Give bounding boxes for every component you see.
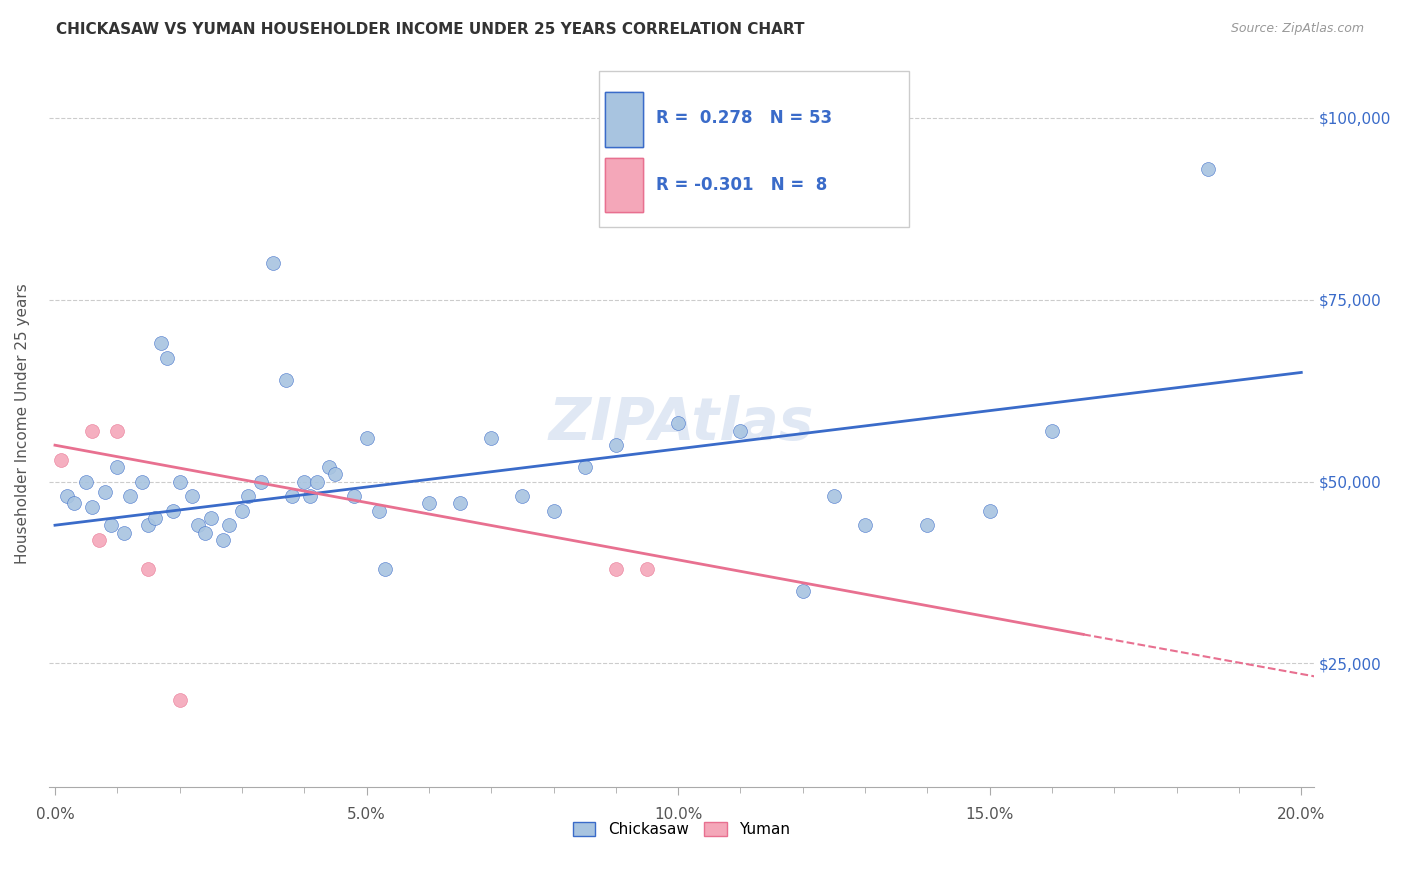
Point <box>343 489 366 503</box>
Point <box>149 336 172 351</box>
Point <box>512 489 534 503</box>
Point <box>666 417 689 431</box>
Point <box>792 583 814 598</box>
Point <box>730 424 752 438</box>
Point <box>162 504 184 518</box>
Point <box>212 533 235 547</box>
Point <box>281 489 304 503</box>
Point <box>368 504 391 518</box>
Point <box>325 467 347 482</box>
Point <box>112 525 135 540</box>
Point <box>374 562 396 576</box>
FancyBboxPatch shape <box>606 158 644 212</box>
Point <box>1197 161 1219 176</box>
Point <box>87 533 110 547</box>
Text: ZIPAtlas: ZIPAtlas <box>548 395 814 452</box>
Point <box>605 562 627 576</box>
Point <box>169 475 191 489</box>
Point <box>51 452 73 467</box>
Point <box>299 489 322 503</box>
Point <box>418 496 440 510</box>
Point <box>1040 424 1063 438</box>
Point <box>62 496 84 510</box>
Point <box>156 351 179 365</box>
Point <box>181 489 204 503</box>
FancyBboxPatch shape <box>606 158 644 212</box>
Point <box>131 475 153 489</box>
Point <box>218 518 240 533</box>
Text: R = -0.301   N =  8: R = -0.301 N = 8 <box>657 177 827 194</box>
Point <box>543 504 565 518</box>
FancyBboxPatch shape <box>606 93 644 147</box>
Y-axis label: Householder Income Under 25 years: Householder Income Under 25 years <box>15 283 30 564</box>
Point <box>138 562 160 576</box>
Point <box>118 489 141 503</box>
Point <box>318 460 340 475</box>
FancyBboxPatch shape <box>599 70 908 227</box>
Point <box>823 489 845 503</box>
Point <box>82 500 104 514</box>
Point <box>274 373 297 387</box>
Point <box>75 475 97 489</box>
Point <box>356 431 378 445</box>
Point <box>449 496 471 510</box>
FancyBboxPatch shape <box>606 93 644 147</box>
Point <box>82 424 104 438</box>
Text: R =  0.278   N = 53: R = 0.278 N = 53 <box>657 109 832 127</box>
Point <box>193 525 215 540</box>
Point <box>574 460 596 475</box>
Point <box>917 518 939 533</box>
Text: Source: ZipAtlas.com: Source: ZipAtlas.com <box>1230 22 1364 36</box>
Point <box>238 489 260 503</box>
Point <box>187 518 209 533</box>
Point <box>100 518 122 533</box>
Point <box>105 424 128 438</box>
Point <box>262 256 284 270</box>
Point <box>231 504 253 518</box>
Point <box>979 504 1001 518</box>
Point <box>94 485 117 500</box>
Legend: Chickasaw, Yuman: Chickasaw, Yuman <box>565 814 797 845</box>
Point <box>138 518 160 533</box>
Text: CHICKASAW VS YUMAN HOUSEHOLDER INCOME UNDER 25 YEARS CORRELATION CHART: CHICKASAW VS YUMAN HOUSEHOLDER INCOME UN… <box>56 22 804 37</box>
Point <box>292 475 315 489</box>
Point <box>853 518 876 533</box>
Point <box>479 431 502 445</box>
Point <box>305 475 328 489</box>
Point <box>200 511 222 525</box>
Point <box>636 562 658 576</box>
Point <box>56 489 79 503</box>
Point <box>105 460 128 475</box>
Point <box>605 438 627 452</box>
Point <box>249 475 271 489</box>
Point <box>143 511 166 525</box>
Point <box>169 693 191 707</box>
